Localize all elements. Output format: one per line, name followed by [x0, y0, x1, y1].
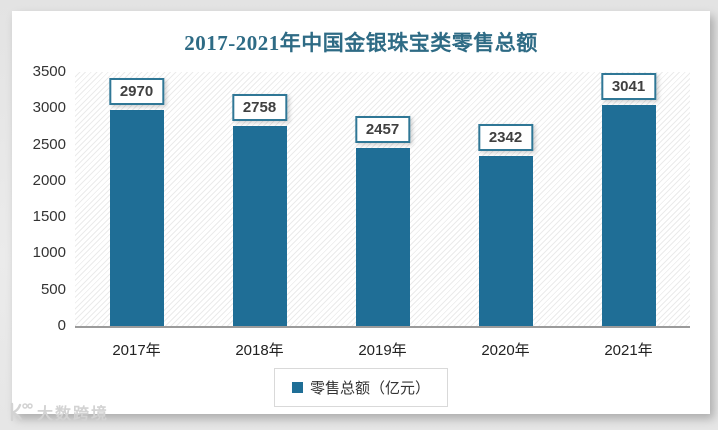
chart-title: 2017-2021年中国金银珠宝类零售总额: [184, 31, 538, 55]
bar-column: 2970: [75, 72, 198, 326]
bar-2018年: [232, 126, 287, 326]
y-tick-label: 500: [40, 281, 66, 298]
legend-swatch-icon: [291, 382, 303, 393]
y-tick-label: 0: [57, 317, 66, 334]
y-axis: 3500 3000 2500 2000 1500 1000 500 0: [12, 63, 66, 334]
x-tick-label: 2019年: [358, 342, 407, 359]
x-axis: 2017年 2018年 2019年 2020年 2021年: [75, 339, 690, 360]
bar-2019年: [355, 148, 410, 326]
plot-area: 2970 2758 2457 2342 3041: [75, 72, 690, 328]
watermark: 大数跨境: [8, 400, 109, 424]
bar-2017年: [109, 110, 164, 326]
value-label: 2342: [477, 124, 534, 151]
chart-card: 2017-2021年中国金银珠宝类零售总额 3500 3000 2500 2000 15…: [12, 11, 710, 414]
bar-2021年: [601, 105, 656, 326]
bar-column: 2758: [198, 72, 321, 326]
legend: 零售总额（亿元）: [273, 368, 449, 407]
watermark-text: 大数跨境: [37, 406, 110, 423]
y-tick-label: 3000: [32, 99, 66, 116]
bar-column: 3041: [567, 72, 690, 326]
x-tick-label: 2021年: [604, 342, 653, 359]
x-tick-label: 2017年: [112, 342, 161, 359]
legend-label: 零售总额（亿元）: [309, 380, 431, 397]
y-tick-label: 2000: [32, 172, 66, 189]
bar-column: 2457: [321, 72, 444, 326]
y-tick-label: 3500: [32, 63, 66, 80]
bar-column: 2342: [444, 72, 567, 326]
x-tick-label: 2020年: [481, 342, 530, 359]
value-label: 2457: [354, 116, 411, 143]
value-label: 3041: [600, 73, 657, 100]
y-tick-label: 2500: [32, 136, 66, 153]
value-label: 2758: [231, 94, 288, 121]
y-tick-label: 1500: [32, 208, 66, 225]
y-tick-label: 1000: [32, 244, 66, 261]
bar-2020年: [478, 156, 533, 326]
x-tick-label: 2018年: [235, 342, 284, 359]
value-label: 2970: [108, 78, 165, 105]
watermark-logo-icon: [10, 402, 33, 422]
